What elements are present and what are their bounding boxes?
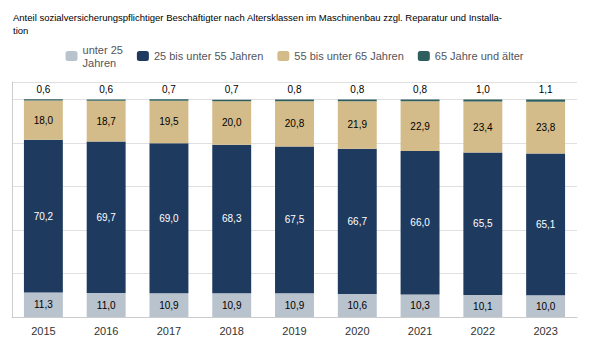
svg-text:10,9: 10,9 — [285, 300, 305, 311]
svg-text:69,7: 69,7 — [96, 212, 116, 223]
svg-text:tion: tion — [13, 25, 28, 36]
svg-text:2022: 2022 — [471, 325, 495, 337]
svg-text:Jahren: Jahren — [83, 57, 117, 69]
svg-text:19,5: 19,5 — [159, 116, 179, 127]
svg-text:10,3: 10,3 — [410, 300, 430, 311]
svg-text:11,0: 11,0 — [97, 300, 116, 311]
svg-text:2020: 2020 — [345, 325, 369, 337]
svg-text:21,9: 21,9 — [348, 119, 368, 130]
svg-text:10,6: 10,6 — [348, 300, 368, 311]
svg-text:2018: 2018 — [219, 325, 243, 337]
svg-text:10,9: 10,9 — [159, 300, 179, 311]
svg-text:0,8: 0,8 — [350, 84, 364, 95]
svg-text:55 bis unter 65 Jahren: 55 bis unter 65 Jahren — [294, 50, 403, 62]
svg-text:2023: 2023 — [533, 325, 557, 337]
svg-text:70,2: 70,2 — [34, 211, 54, 222]
svg-text:67,5: 67,5 — [285, 214, 305, 225]
svg-text:0,6: 0,6 — [36, 84, 50, 95]
svg-text:unter 25: unter 25 — [83, 44, 123, 56]
svg-text:2017: 2017 — [157, 325, 181, 337]
svg-text:2015: 2015 — [31, 325, 55, 337]
svg-text:66,7: 66,7 — [348, 216, 368, 227]
svg-text:10,0: 10,0 — [536, 301, 556, 312]
svg-text:66,0: 66,0 — [410, 217, 430, 228]
svg-text:0,7: 0,7 — [225, 84, 239, 95]
svg-text:10,9: 10,9 — [222, 300, 242, 311]
svg-text:0,6: 0,6 — [99, 84, 113, 95]
svg-text:2016: 2016 — [94, 325, 118, 337]
svg-text:2021: 2021 — [408, 325, 432, 337]
svg-text:0,8: 0,8 — [413, 84, 427, 95]
svg-text:0,8: 0,8 — [288, 84, 302, 95]
svg-text:Anteil sozialversicherungspfli: Anteil sozialversicherungspflichtiger Be… — [13, 12, 502, 23]
svg-text:11,3: 11,3 — [34, 299, 53, 310]
svg-text:20,8: 20,8 — [285, 118, 305, 129]
svg-text:65 Jahre und älter: 65 Jahre und älter — [435, 50, 524, 62]
svg-text:22,9: 22,9 — [410, 121, 430, 132]
svg-text:18,0: 18,0 — [34, 115, 54, 126]
svg-text:69,0: 69,0 — [159, 213, 179, 224]
svg-text:23,4: 23,4 — [473, 122, 493, 133]
svg-text:2019: 2019 — [282, 325, 306, 337]
svg-text:1,1: 1,1 — [539, 84, 553, 95]
svg-text:23,8: 23,8 — [536, 122, 556, 133]
svg-text:25 bis unter 55 Jahren: 25 bis unter 55 Jahren — [154, 50, 263, 62]
svg-text:10,1: 10,1 — [473, 301, 493, 312]
svg-text:65,5: 65,5 — [473, 218, 493, 229]
svg-text:18,7: 18,7 — [96, 116, 116, 127]
svg-text:68,3: 68,3 — [222, 213, 242, 224]
svg-text:1,0: 1,0 — [476, 84, 490, 95]
svg-text:20,0: 20,0 — [222, 117, 242, 128]
svg-text:0,7: 0,7 — [162, 84, 176, 95]
svg-text:65,1: 65,1 — [536, 219, 556, 230]
